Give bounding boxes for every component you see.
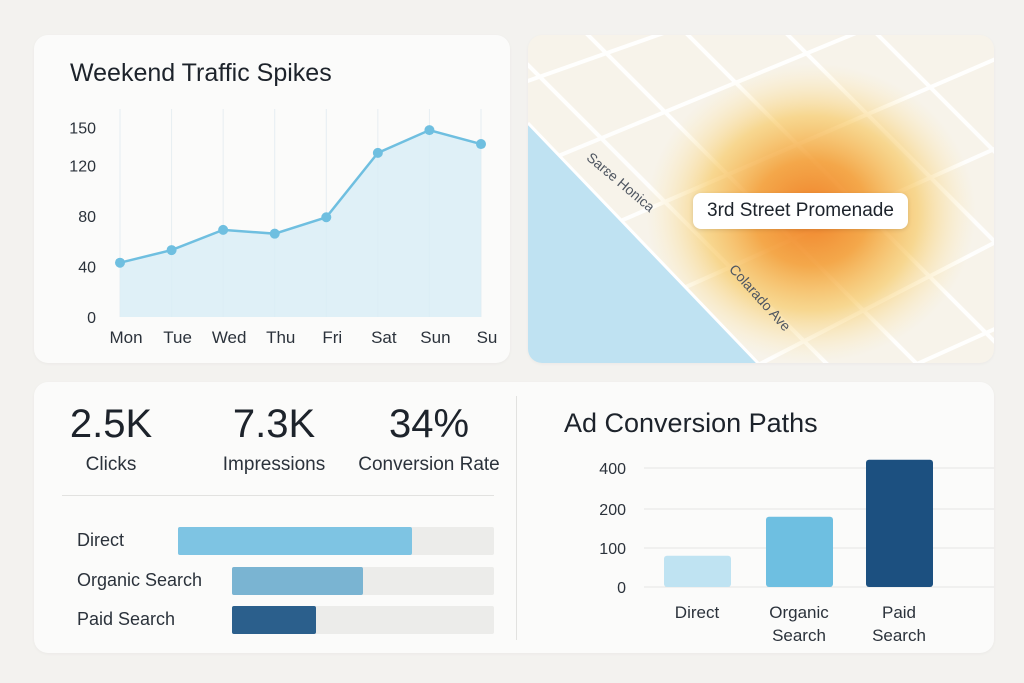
- traffic-y-tick: 80: [78, 209, 96, 226]
- channel-row-organic-search: Organic Search: [34, 567, 504, 595]
- conversion-y-tick: 100: [599, 541, 626, 558]
- channel-track: [232, 567, 494, 595]
- conversion-x-tick: Organic: [769, 603, 829, 622]
- kpi-conversion-rate: 34% Conversion Rate: [344, 402, 514, 476]
- section-divider: [516, 396, 517, 640]
- channel-row-paid-search: Paid Search: [34, 606, 504, 634]
- traffic-point: [321, 212, 332, 223]
- conversion-x-tick: Search: [872, 626, 926, 645]
- conversion-y-tick: 400: [599, 461, 626, 478]
- metrics-card: 2.5K Clicks 7.3K Impressions 34% Convers…: [34, 382, 994, 653]
- traffic-x-tick: Sun: [420, 328, 450, 347]
- conversion-x-tick: Search: [772, 626, 826, 645]
- kpi-label: Impressions: [222, 454, 326, 475]
- channel-bar: [178, 527, 412, 555]
- kpi-label: Conversion Rate: [358, 454, 500, 475]
- channel-bar: [232, 606, 316, 634]
- traffic-area: [120, 130, 481, 317]
- traffic-point: [269, 228, 280, 239]
- kpi-clicks: 2.5K Clicks: [36, 402, 186, 476]
- traffic-x-tick: Tue: [163, 328, 192, 347]
- conversion-bar: [664, 555, 731, 587]
- location-label: 3rd Street Promenade: [693, 193, 908, 229]
- traffic-x-tick: Mon: [109, 328, 142, 347]
- traffic-point: [424, 125, 435, 136]
- traffic-y-tick: 40: [78, 260, 96, 277]
- map-coastline: [528, 121, 760, 363]
- conversion-chart: 0 100 200 400 Direct Organic Search Paid Search: [599, 459, 994, 645]
- channel-track: [232, 606, 494, 634]
- kpi-value: 7.3K: [232, 402, 316, 446]
- traffic-point: [476, 139, 486, 150]
- conversion-y-tick: 0: [617, 580, 626, 597]
- conversion-x-tick: Direct: [675, 603, 720, 622]
- traffic-y-tick: 0: [87, 310, 96, 327]
- channel-name: Organic Search: [77, 570, 203, 590]
- traffic-x-tick: Su: [477, 328, 498, 347]
- traffic-point: [166, 245, 177, 256]
- kpi-label: Clicks: [85, 454, 137, 475]
- traffic-chart-card: Weekend Traffic Spikes 0 40 80 120 150 Mon Tue…: [34, 35, 510, 363]
- traffic-point: [218, 224, 229, 235]
- traffic-point: [372, 147, 383, 158]
- traffic-x-tick: Thu: [266, 328, 295, 347]
- channel-name: Paid Search: [77, 609, 176, 629]
- traffic-line: [119, 128, 482, 264]
- kpi-value: 34%: [388, 402, 470, 446]
- conversion-y-tick: 200: [599, 502, 626, 519]
- traffic-y-tick: 150: [69, 121, 96, 138]
- traffic-x-tick: Wed: [212, 328, 247, 347]
- traffic-chart: 0 40 80 120 150 Mon Tue Wed Thu Fri Sat Sun Su: [69, 109, 498, 347]
- channel-name: Direct: [77, 530, 125, 550]
- heatmap-card: Sarɛe Honica Colarado Ave 3rd Street Pro…: [528, 35, 994, 363]
- kpi-impressions: 7.3K Impressions: [184, 402, 364, 476]
- traffic-x-tick: Sat: [371, 328, 397, 347]
- conversion-chart-title: Ad Conversion Paths: [564, 408, 818, 438]
- conversion-bar: [766, 516, 833, 587]
- channel-row-direct: Direct: [34, 527, 504, 555]
- traffic-x-tick: Fri: [322, 328, 342, 347]
- conversion-x-tick: Paid: [882, 603, 916, 622]
- kpi-divider: [62, 495, 494, 496]
- conversion-bar: [866, 459, 933, 587]
- traffic-y-tick: 120: [69, 159, 96, 176]
- traffic-chart-title: Weekend Traffic Spikes: [70, 59, 332, 87]
- channel-track: [178, 527, 494, 555]
- kpi-value: 2.5K: [69, 402, 153, 446]
- channel-bar: [232, 567, 363, 595]
- traffic-point: [115, 257, 125, 268]
